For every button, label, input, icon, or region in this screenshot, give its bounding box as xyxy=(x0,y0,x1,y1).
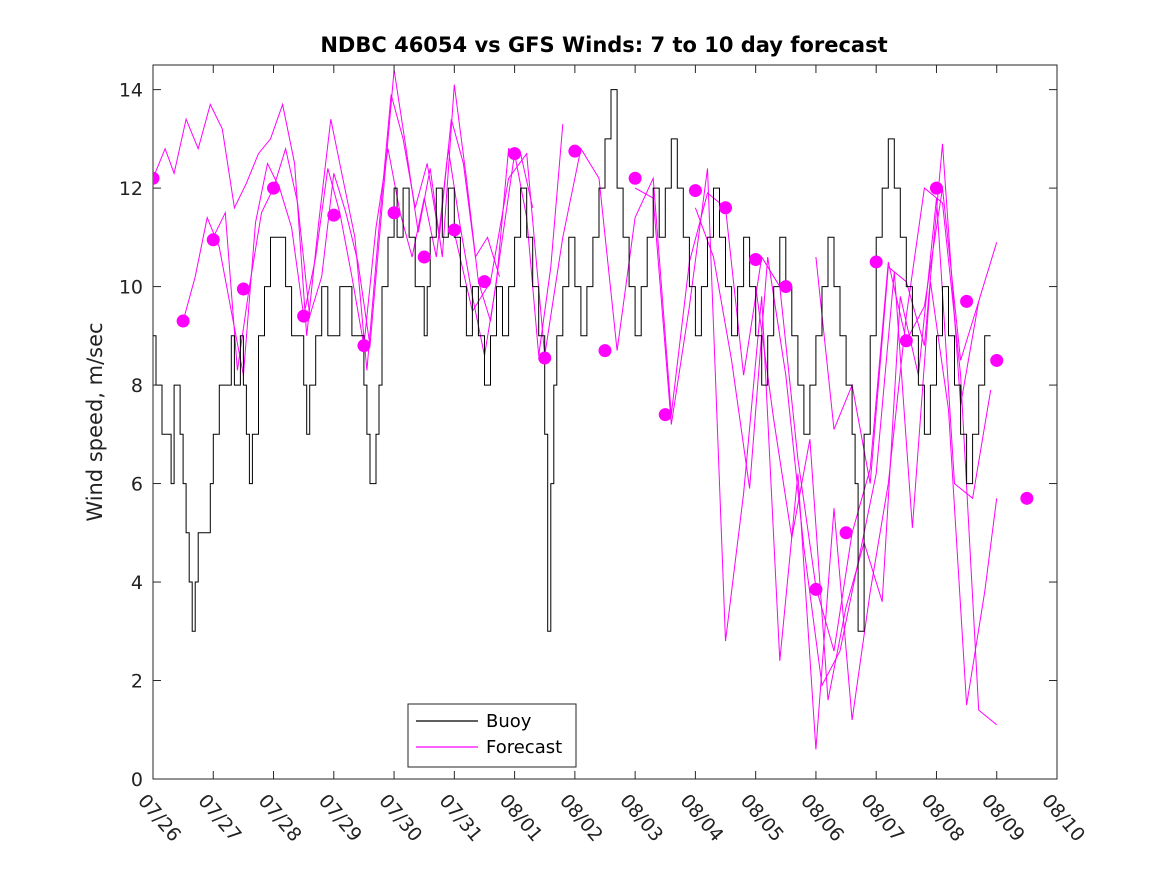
forecast-point xyxy=(538,351,552,365)
forecast-run-line xyxy=(153,94,500,371)
forecast-run-line xyxy=(453,147,980,652)
forecast-point xyxy=(929,181,943,195)
forecast-point xyxy=(809,582,823,596)
plot-series xyxy=(153,69,1034,750)
forecast-run-line xyxy=(182,147,534,376)
forecast-point xyxy=(357,339,371,353)
y-axis-label: Wind speed, m/sec xyxy=(83,322,107,521)
forecast-point xyxy=(477,275,491,289)
forecast-point xyxy=(688,184,702,198)
forecast-point xyxy=(719,201,733,215)
y-tick-label: 12 xyxy=(119,178,143,200)
forecast-point xyxy=(658,408,672,422)
y-tick-label: 2 xyxy=(131,671,143,693)
forecast-point xyxy=(267,181,281,195)
forecast-point xyxy=(779,280,793,294)
forecast-point xyxy=(417,250,431,264)
y-tick-label: 10 xyxy=(119,277,143,299)
y-tick-label: 4 xyxy=(131,572,143,594)
forecast-point xyxy=(176,314,190,328)
forecast-point xyxy=(297,309,311,323)
y-tick-label: 14 xyxy=(119,80,143,102)
y-tick-label: 0 xyxy=(131,769,143,791)
y-tick-label: 6 xyxy=(131,474,143,496)
legend-buoy-label: Buoy xyxy=(486,711,532,732)
chart-title: NDBC 46054 vs GFS Winds: 7 to 10 day for… xyxy=(320,33,887,57)
forecast-point xyxy=(960,294,974,308)
forecast-point xyxy=(447,223,461,237)
forecast-point xyxy=(206,233,220,247)
legend-forecast-label: Forecast xyxy=(486,737,562,758)
y-axis: 0 2 4 6 8 10 12 14 xyxy=(119,80,1057,791)
forecast-point xyxy=(568,144,582,158)
forecast-point xyxy=(869,255,883,269)
forecast-run-line xyxy=(694,207,998,706)
forecast-point xyxy=(990,353,1004,367)
legend: Buoy Forecast xyxy=(407,703,577,768)
forecast-point xyxy=(1020,491,1034,505)
forecast-point xyxy=(387,206,401,220)
forecast-point xyxy=(153,171,160,185)
forecast-point xyxy=(839,526,853,540)
legend-box xyxy=(407,703,577,768)
forecast-point xyxy=(508,147,522,161)
forecast-point xyxy=(236,282,250,296)
buoy-step-line xyxy=(153,89,991,632)
forecast-point xyxy=(327,208,341,222)
y-tick-label: 8 xyxy=(131,375,143,397)
forecast-point xyxy=(749,253,763,267)
forecast-point xyxy=(598,344,612,358)
forecast-run-line xyxy=(755,197,992,701)
plot-layer xyxy=(153,69,1034,750)
forecast-point xyxy=(628,171,642,185)
forecast-point xyxy=(899,334,913,348)
